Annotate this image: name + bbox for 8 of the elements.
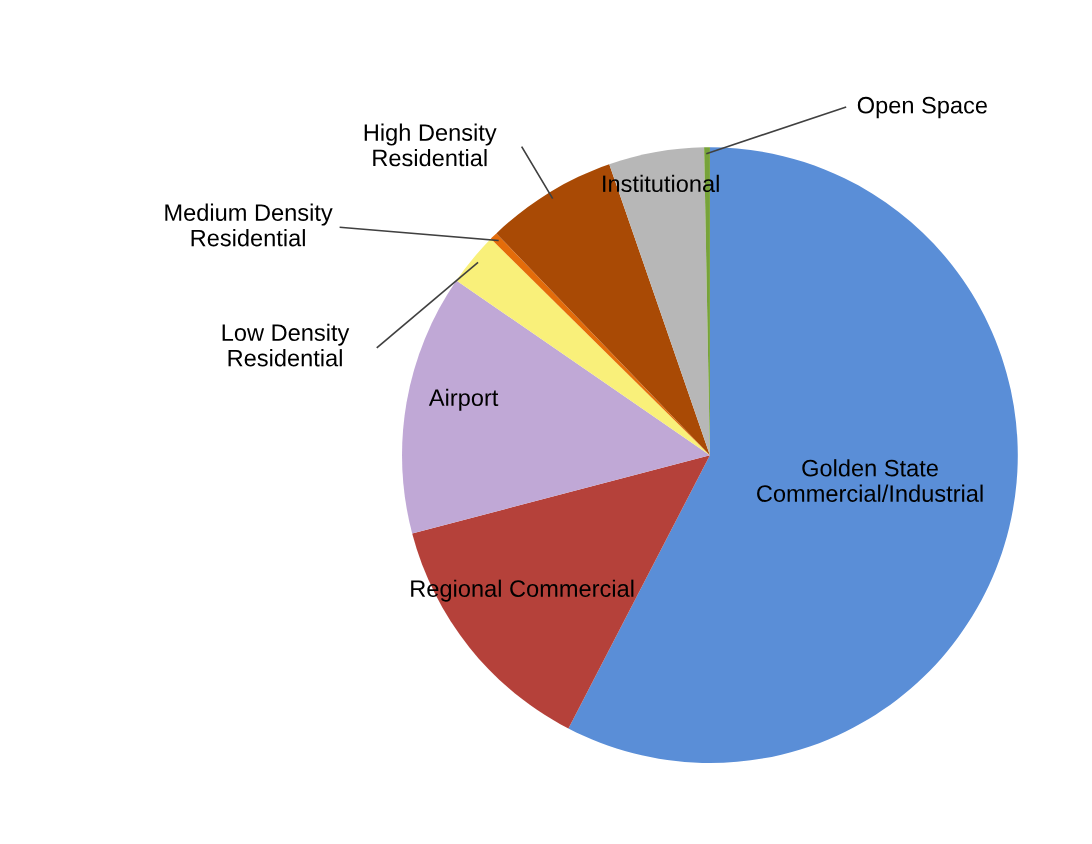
slice-label: Golden State Commercial/Industrial — [757, 459, 983, 502]
slice-label: Open Space — [857, 96, 987, 119]
slice-label: Low Density Residential — [222, 323, 350, 367]
slice-label: Airport — [428, 388, 499, 411]
pie-slice — [412, 455, 710, 729]
pie-slice — [402, 280, 710, 534]
slice-label: High Density Residential — [364, 123, 497, 167]
slice-label: Medium Density Residential — [165, 203, 333, 247]
